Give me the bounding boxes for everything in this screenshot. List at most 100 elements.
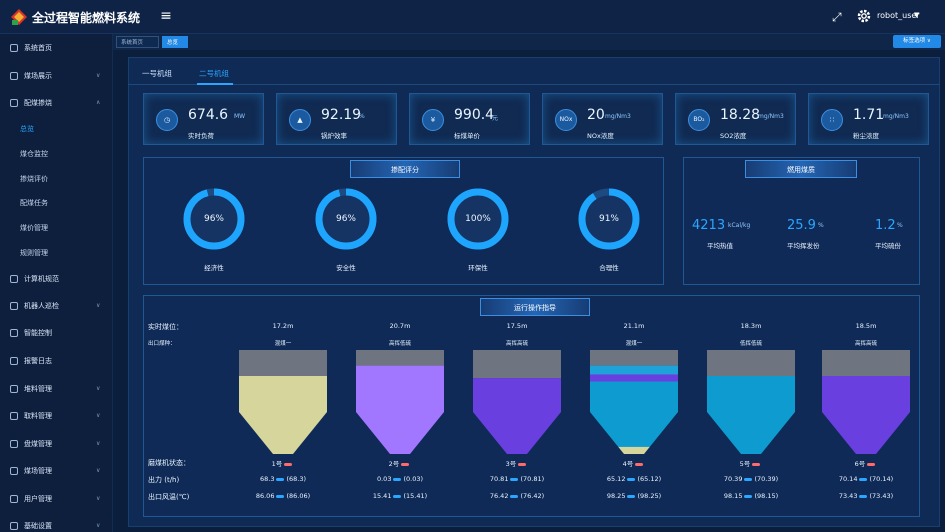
bunker-wind-temp: 86.06 (86.06)	[228, 492, 338, 500]
gear-icon[interactable]	[856, 8, 872, 24]
row-label-wind: 出口风温(℃)	[148, 493, 190, 501]
kpi-value: 990.4	[454, 107, 495, 123]
bunker-2	[356, 350, 444, 454]
mill-name: 6号	[854, 460, 866, 468]
database-icon	[10, 385, 18, 393]
sidebar: 系统首页 煤场展示 ∨ 配煤掺烧 ∧ 总览 煤仓监控 掺烧评价 配煤任务 煤价管理 …	[0, 34, 113, 532]
gauge-value: 96%	[335, 214, 356, 224]
blend-icon	[10, 99, 18, 107]
bunker-mill-status: 3号	[462, 458, 572, 468]
sidebar-item-robot[interactable]: 机器人巡检 ∨	[0, 294, 113, 318]
output-ref: (70.14)	[869, 475, 894, 483]
output-indicator	[627, 477, 636, 481]
bunker-output: 70.39 (70.39)	[696, 475, 806, 483]
bunker-coal-type-value: 低挥低硫	[739, 341, 762, 347]
bunker-5	[707, 350, 795, 454]
tab-unit-2[interactable]: 二号机组	[199, 69, 229, 78]
so2-icon: BO₂	[688, 109, 710, 131]
sidebar-subitem-evaluation[interactable]: 掺烧评价	[20, 175, 48, 183]
chevron-down-icon: ∨	[96, 72, 101, 79]
sidebar-item-reclaim[interactable]: 取料管理 ∨	[0, 404, 113, 428]
tab-divider	[128, 84, 940, 85]
status-indicator	[867, 462, 876, 466]
nox-icon: NOx	[555, 109, 577, 131]
kpi-unit: mg/Nm3	[758, 113, 784, 120]
sidebar-subitem-bunker-monitor[interactable]: 煤仓监控	[20, 150, 48, 158]
sidebar-subitem-price[interactable]: 煤价管理	[20, 224, 48, 232]
tags-bar	[113, 34, 945, 50]
coal-heat-unit: kCal/kg	[728, 222, 751, 229]
sidebar-item-users[interactable]: 用户管理 ∨	[0, 487, 113, 511]
user-icon	[10, 495, 18, 503]
fullscreen-icon[interactable]: ⤢	[832, 10, 842, 24]
sidebar-item-blending[interactable]: 配煤掺烧 ∧	[0, 91, 113, 115]
app-logo-icon	[11, 9, 27, 25]
bunker-mill-status: 4号	[579, 458, 689, 468]
kpi-unit: MW	[234, 113, 246, 120]
sidebar-item-yard-display[interactable]: 煤场展示 ∨	[0, 64, 113, 88]
bunker-coal-layer	[473, 378, 561, 454]
bunker-coal-type: 高挥低硫	[345, 339, 455, 347]
dust-icon: ∷	[821, 109, 843, 131]
bunker-coal-type: 高挥高硫	[462, 339, 572, 347]
sidebar-item-computer-spec[interactable]: 计算机规范	[0, 267, 113, 291]
bunker-position-value: 18.3m	[740, 322, 762, 330]
gauge-rationality	[578, 188, 640, 250]
bunker-wind-temp: 73.43 (73.43)	[811, 492, 921, 500]
user-caret-icon[interactable]: ▼	[914, 11, 920, 19]
sidebar-subitem-rules[interactable]: 规则管理	[20, 249, 48, 257]
output-indicator	[276, 477, 285, 481]
chevron-down-icon: ∨	[96, 440, 101, 447]
bunker-wind-temp: 15.41 (15.41)	[345, 492, 455, 500]
row-label-position: 实时煤位：	[148, 323, 183, 331]
menu-toggle-icon[interactable]: ≡	[160, 8, 172, 24]
output-indicator	[510, 477, 519, 481]
sidebar-item-stacking[interactable]: 堆料管理 ∨	[0, 377, 113, 401]
output-ref: (70.39)	[754, 475, 779, 483]
sidebar-item-settings[interactable]: 基础设置 ∨	[0, 514, 113, 532]
wind-ref: (98.15)	[754, 492, 779, 500]
wind-ref: (86.06)	[286, 492, 311, 500]
sidebar-subitem-tasks[interactable]: 配煤任务	[20, 199, 48, 207]
gauge-label: 环保性	[468, 264, 488, 272]
sidebar-item-home[interactable]: 系统首页	[0, 36, 113, 60]
clock-icon: ◷	[156, 109, 178, 131]
bunker-position: 18.5m	[811, 322, 921, 330]
output-ref: (0.03)	[403, 475, 424, 483]
gauge-label: 经济性	[204, 264, 224, 272]
bunker-position: 17.5m	[462, 322, 572, 330]
wind-value: 98.25	[606, 492, 626, 500]
user-name[interactable]: robot_user	[877, 11, 920, 20]
bunker-position-value: 20.7m	[389, 322, 411, 330]
kpi-label: 标煤单价	[454, 132, 480, 140]
status-indicator	[284, 462, 293, 466]
tag-options-button[interactable]: 标签选项 ∨	[893, 35, 941, 48]
tag-overview[interactable]: 总览	[162, 36, 188, 48]
bunker-coal-type-value: 混煤一	[625, 341, 643, 347]
bunker-output: 0.03 (0.03)	[345, 475, 455, 483]
kpi-unit: mg/Nm3	[605, 113, 631, 120]
output-value: 70.39	[723, 475, 743, 483]
output-value: 68.3	[259, 475, 275, 483]
sidebar-item-control[interactable]: 智能控制	[0, 321, 113, 345]
row-label-output: 出力 (t/h)	[148, 476, 180, 484]
sidebar-item-yard[interactable]: 煤场管理 ∨	[0, 459, 113, 483]
bunker-coal-type: 高挥高硫	[811, 339, 921, 347]
chevron-down-icon: ∨	[96, 522, 101, 529]
sidebar-item-inventory[interactable]: 盘煤管理 ∨	[0, 432, 113, 456]
tab-unit-1[interactable]: 一号机组	[142, 69, 172, 78]
gauge-value: 100%	[465, 214, 491, 224]
bunker-coal-layer	[822, 376, 910, 454]
status-indicator	[752, 462, 761, 466]
bunker-wind-temp: 76.42 (76.42)	[462, 492, 572, 500]
coal-volatile-label: 平均挥发份	[787, 242, 820, 250]
bunker-output: 68.3 (68.3)	[228, 475, 338, 483]
sidebar-item-alarm[interactable]: 报警日志	[0, 349, 113, 373]
tag-home[interactable]: 系统首页	[116, 36, 159, 48]
bunker-output: 70.81 (70.81)	[462, 475, 572, 483]
top-bar: 全过程智能燃料系统 ≡ ⤢ robot_user ▼	[0, 0, 945, 34]
sidebar-subitem-overview[interactable]: 总览	[20, 125, 34, 133]
kpi-card-dust: ∷ 1.71 mg/Nm3 粉尘浓度	[808, 93, 929, 145]
coal-volatile-unit: %	[818, 222, 824, 229]
bunker-coal-layer	[590, 381, 678, 448]
